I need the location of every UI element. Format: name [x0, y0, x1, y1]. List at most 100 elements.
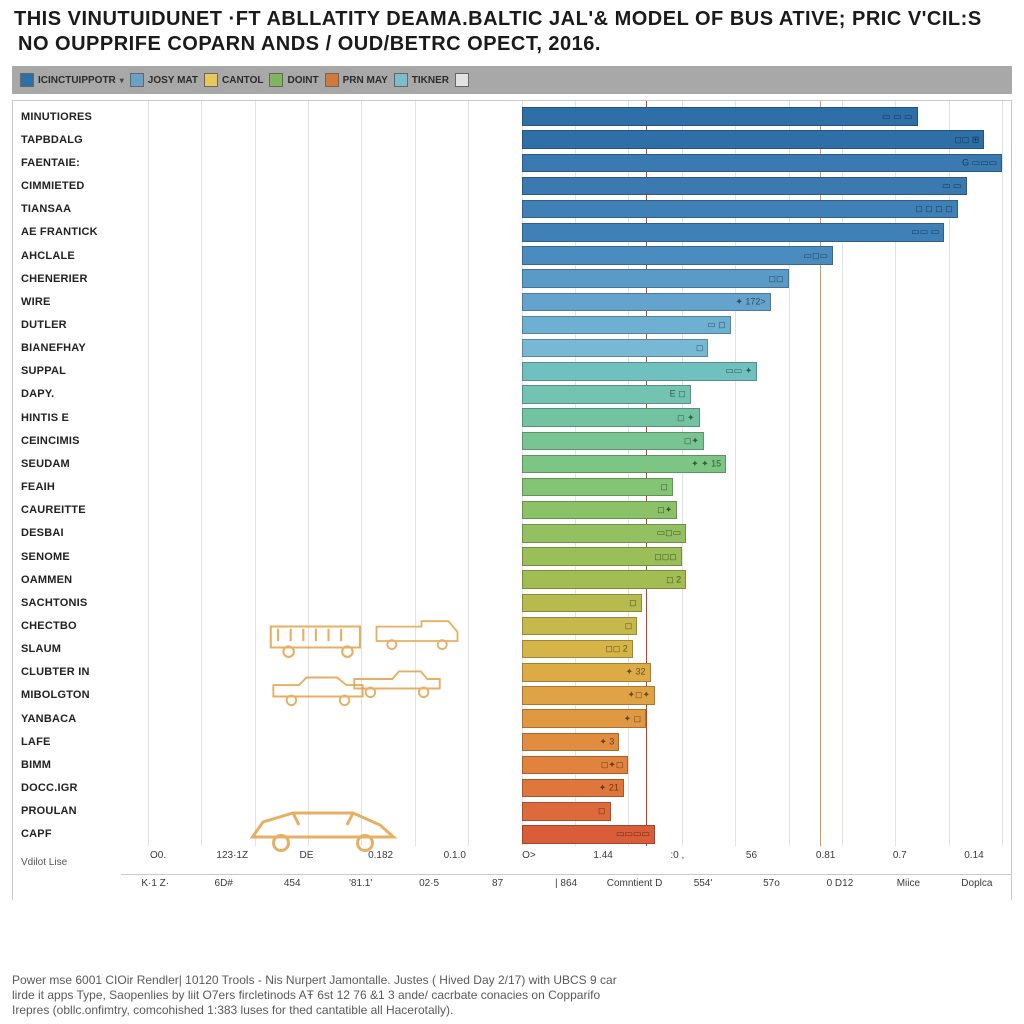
row-label: DUTLER [13, 319, 121, 331]
row-label: WIRE [13, 296, 121, 308]
legend-label: JOSY MAT [148, 75, 198, 86]
bar-track: ◻◻◻ [121, 545, 1011, 568]
chart-row: BIANEFHAY ◻ [13, 337, 1011, 360]
legend-swatch [325, 73, 339, 87]
row-label: HINTIS E [13, 412, 121, 424]
bar-decoration: ◻ [629, 597, 636, 608]
x-tick-label: | 864 [532, 878, 600, 896]
chart-row: FAENTAIE: G ▭▭▭ [13, 151, 1011, 174]
footer-line: Irepres (obllc.onfimtry, comcohished 1:3… [12, 1003, 1012, 1018]
bar-track: ✦ ✦ 15 [121, 452, 1011, 475]
bar-decoration: ◻ 2 [666, 574, 681, 585]
bar: ◻◻ [522, 269, 789, 288]
bar: ◻◻◻ [522, 547, 682, 566]
bar-track: ◻ [121, 614, 1011, 637]
bar: ▭◻▭ [522, 524, 687, 543]
chart-row: DOCC.IGR✦ 21 [13, 777, 1011, 800]
row-label: BIANEFHAY [13, 342, 121, 354]
bar: ▭ ◻ [522, 316, 731, 335]
row-label: CIMMIETED [13, 180, 121, 192]
x-axis-bottom: K·1 Z·6D#454'81.1'02·587| 864Comntient D… [121, 874, 1011, 896]
y-axis-caption: Vdilot Lise [21, 857, 67, 868]
x-axis-top: O0.123·1ZDE0.1820.1.0O>1.44:0 ,560.810.7… [121, 850, 1011, 872]
legend-label: ICINCTUIPPOTR [38, 75, 116, 86]
bar-decoration: E ◻ [670, 389, 686, 400]
bar: ◻◻ 2 [522, 640, 633, 659]
bar-decoration: ◻ [625, 621, 632, 632]
bar-track: ◻◻ [121, 267, 1011, 290]
x-tick-label: 87 [463, 878, 531, 896]
legend-swatch [130, 73, 144, 87]
legend-item: DOINT [269, 73, 318, 87]
row-label: DAPY. [13, 388, 121, 400]
legend-item: PRN MAY [325, 73, 388, 87]
bar-decoration: ▭ ◻ [707, 319, 725, 330]
chart-row: WIRE✦ 172> [13, 290, 1011, 313]
x-tick-label: 123·1Z [195, 850, 269, 872]
chart-row: FEAIH◻ [13, 476, 1011, 499]
bar: ▭▭ ✦ [522, 362, 758, 381]
chart-row: DAPY. E ◻ [13, 383, 1011, 406]
bar-decoration: ◻ ◻ ◻ ◻ [915, 204, 952, 215]
chart-row: SENOME◻◻◻ [13, 545, 1011, 568]
bar-decoration: ◻ ✦ [677, 412, 695, 423]
bar: ▭ ▭ ▭ [522, 107, 918, 126]
chart-row: SLAUM◻◻ 2 [13, 638, 1011, 661]
row-label: DOCC.IGR [13, 782, 121, 794]
bar-decoration: ✦ ◻ [624, 713, 642, 724]
bar: G ▭▭▭ [522, 154, 1003, 173]
bar: ▭▭ ▭ [522, 223, 945, 242]
row-label: CAPF [13, 828, 121, 840]
legend-swatch [269, 73, 283, 87]
bar: ◻ [522, 594, 642, 613]
bar-decoration: ✦ ✦ 15 [691, 458, 721, 469]
chart-row: DESBAI▭◻▭ [13, 522, 1011, 545]
row-label: TAPBDALG [13, 134, 121, 146]
bar-decoration: ▭ ▭ [942, 181, 962, 192]
page-title: THIS VINUTUIDUNET ·FT ABLLATITY DEAMA.BA… [0, 0, 1024, 33]
bar-track: E ◻ [121, 383, 1011, 406]
x-tick-label: O0. [121, 850, 195, 872]
x-tick-label: Comntient D [600, 878, 668, 896]
chart-rows: MINUTIORES▭ ▭ ▭ TAPBDALG ◻◻ ⊞ FAENTAIE: G ▭▭… [13, 105, 1011, 846]
bar: ▭▭▭▭ [522, 825, 656, 844]
chart-row: AHCLALE▭◻▭ [13, 244, 1011, 267]
bar-track: ✦◻✦ [121, 684, 1011, 707]
row-label: PROULAN [13, 805, 121, 817]
row-label: CLUBTER IN [13, 666, 121, 678]
chart-row: CEINCIMIS◻✦ [13, 429, 1011, 452]
bar-decoration: ▭▭▭▭ [616, 829, 650, 840]
chart-row: LAFE✦ 3 [13, 730, 1011, 753]
bar-track: ▭◻▭ [121, 244, 1011, 267]
row-label: CEINCIMIS [13, 435, 121, 447]
x-tick-label: 554' [669, 878, 737, 896]
x-tick-label: 02·5 [395, 878, 463, 896]
row-label: FEAIH [13, 481, 121, 493]
bar: ◻ ✦ [522, 408, 700, 427]
x-tick-label: O> [492, 850, 566, 872]
bar-track: ◻✦ [121, 429, 1011, 452]
chart-row: SUPPAL▭▭ ✦ [13, 360, 1011, 383]
legend-swatch [204, 73, 218, 87]
bar-decoration: ◻✦◻ [601, 759, 623, 770]
bar-track: ✦ 21 [121, 777, 1011, 800]
bar-decoration: ◻◻ 2 [605, 644, 627, 655]
bar-track: ✦ 172> [121, 290, 1011, 313]
bar-track: ▭▭ ✦ [121, 360, 1011, 383]
bar-track: ◻✦ [121, 499, 1011, 522]
chart-row: MINUTIORES▭ ▭ ▭ [13, 105, 1011, 128]
bar-decoration: ✦ 3 [599, 736, 614, 747]
chart-row: HINTIS E ◻ ✦ [13, 406, 1011, 429]
bar-track: ▭ ▭ ▭ [121, 105, 1011, 128]
bar-decoration: ✦◻✦ [627, 690, 650, 701]
bar-decoration: ◻◻ [769, 273, 784, 284]
bar: ◻ ◻ ◻ ◻ [522, 200, 958, 219]
legend-label: CANTOL [222, 75, 263, 86]
bar: ✦ ◻ [522, 709, 647, 728]
bar: ◻ [522, 339, 709, 358]
row-label: FAENTAIE: [13, 157, 121, 169]
bar-decoration: ◻◻ ⊞ [954, 134, 979, 145]
x-tick-label: 0.1.0 [418, 850, 492, 872]
bar-track: ▭▭▭▭ [121, 823, 1011, 846]
chart-row: TAPBDALG ◻◻ ⊞ [13, 128, 1011, 151]
